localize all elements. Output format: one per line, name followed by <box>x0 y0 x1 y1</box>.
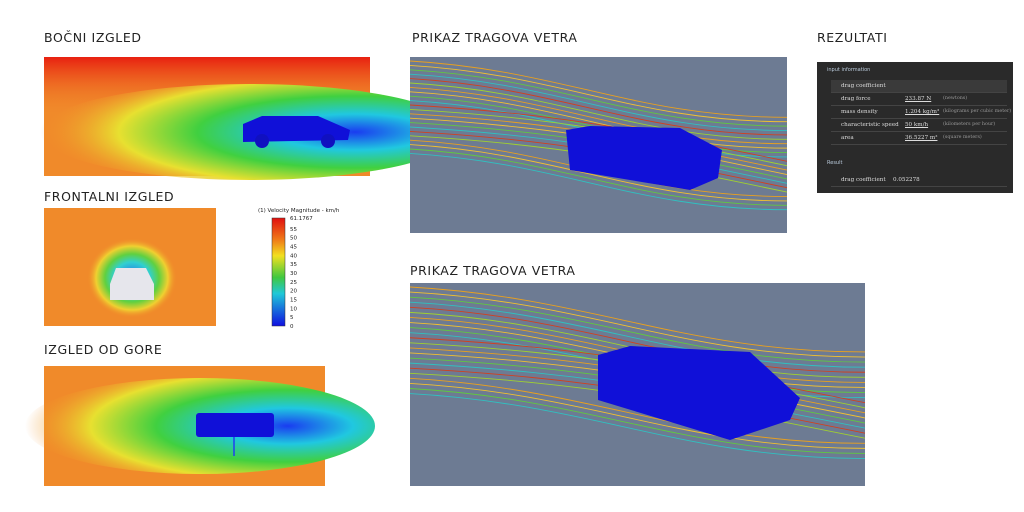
heading: FRONTALNI IZGLED <box>44 189 175 204</box>
car <box>598 346 800 440</box>
input-row: drag force 233.87 N (newtons) <box>831 93 1007 106</box>
input-row: characteristic speed 50 km/h (kilometers p… <box>831 119 1007 132</box>
legend: (1) Velocity Magnitude - km/h 61.1767555… <box>258 208 340 330</box>
streamline <box>409 148 788 206</box>
label: characteristic speed <box>841 122 899 128</box>
legend-tick-label: 45 <box>290 245 297 251</box>
label: mass density <box>841 109 878 115</box>
value: 233.87 N <box>905 96 932 102</box>
streamline <box>409 64 788 123</box>
result-row: drag coefficient 0.052278 <box>831 174 1007 187</box>
legend-tick-label: 10 <box>290 306 297 312</box>
streamline <box>409 296 866 363</box>
streamline <box>409 82 788 140</box>
wheel <box>321 134 335 148</box>
front-view-image <box>44 208 216 326</box>
legend-tick-label: 25 <box>290 280 297 286</box>
side-view-image <box>40 57 460 180</box>
unit: (kilograms per cubic meter) <box>943 109 1012 114</box>
streamline <box>409 104 788 162</box>
unit: (newtons) <box>943 96 968 101</box>
streamline <box>409 301 866 368</box>
legend-tick-label: 5 <box>290 315 294 321</box>
streamline <box>409 291 866 358</box>
streamline <box>409 69 788 127</box>
label: drag coefficient <box>841 177 886 183</box>
value: 50 km/h <box>905 122 929 128</box>
streamline <box>409 152 788 211</box>
streamline <box>409 286 866 353</box>
label: drag force <box>841 96 871 102</box>
streamline <box>409 382 866 449</box>
streamline <box>409 91 788 149</box>
color-bar <box>271 217 286 327</box>
value: 1.204 kg/m³ <box>905 109 940 115</box>
streamline <box>409 73 788 131</box>
legend-tick-label: 50 <box>290 236 297 242</box>
wheel <box>255 134 269 148</box>
streamlines-image-2 <box>409 283 866 486</box>
legend-tick-label: 30 <box>290 271 297 277</box>
tab: Result <box>827 160 843 166</box>
unit: (kilometers per hour) <box>943 122 996 127</box>
top-view-image <box>25 366 375 486</box>
legend-tick-label: 0 <box>290 324 294 330</box>
heading: IZGLED OD GORE <box>44 342 163 357</box>
streamlines-image-1 <box>409 57 788 233</box>
label: area <box>841 135 854 141</box>
value: 36.5227 m² <box>905 135 938 141</box>
streamline <box>409 393 866 459</box>
legend-tick-label: 35 <box>290 262 297 268</box>
streamline <box>409 388 866 454</box>
input-row: mass density 1.204 kg/m³ (kilograms per cu… <box>831 106 1011 119</box>
value: 0.052278 <box>893 177 920 183</box>
legend-tick-label: 55 <box>290 227 297 233</box>
legend-tick-label: 40 <box>290 253 297 259</box>
legend-tick-label: 20 <box>290 289 297 295</box>
streamline <box>409 306 866 373</box>
car <box>243 116 350 142</box>
streamline <box>409 86 788 145</box>
streamline <box>409 78 788 136</box>
input-row: area 36.5227 m² (square meters) <box>831 132 1007 145</box>
car <box>110 268 154 300</box>
label: drag coefficient <box>841 83 886 89</box>
panel-header: drag coefficient <box>831 80 1007 93</box>
legend-tick-label: 61.1767 <box>290 216 313 222</box>
heading: PRIKAZ TRAGOVA VETRA <box>412 30 578 45</box>
streamline <box>409 144 788 202</box>
car <box>566 126 722 190</box>
tab: input information <box>827 67 871 73</box>
legend-tick-label: 15 <box>290 298 297 304</box>
heading: PRIKAZ TRAGOVA VETRA <box>410 263 576 278</box>
heading: BOČNI IZGLED <box>44 30 142 45</box>
unit: (square meters) <box>943 135 982 140</box>
streamline <box>409 60 788 118</box>
car <box>196 413 274 437</box>
legend-title: (1) Velocity Magnitude - km/h <box>258 208 340 214</box>
heading: REZULTATI <box>817 30 888 45</box>
streamline <box>409 377 866 444</box>
results-panel: input information drag coefficient drag … <box>817 62 1013 193</box>
